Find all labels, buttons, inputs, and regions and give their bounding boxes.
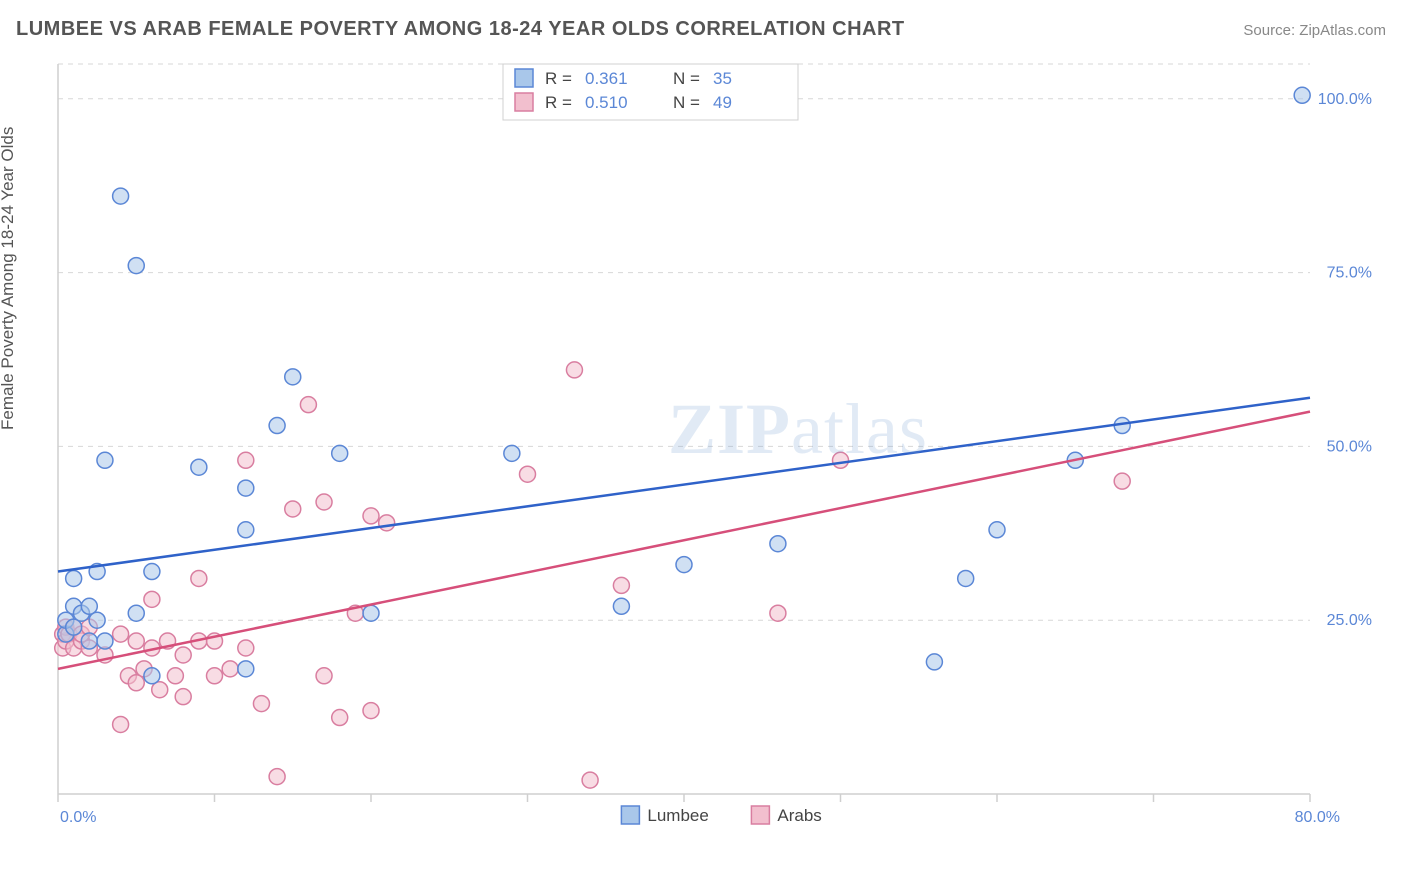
data-point — [269, 418, 285, 434]
data-point — [207, 668, 223, 684]
data-point — [566, 362, 582, 378]
legend-series-label: Arabs — [777, 806, 821, 825]
data-point — [958, 570, 974, 586]
legend-r-label: R = — [545, 69, 572, 88]
y-tick-label: 25.0% — [1327, 612, 1372, 629]
y-tick-label: 50.0% — [1327, 438, 1372, 455]
data-point — [238, 661, 254, 677]
data-point — [332, 445, 348, 461]
data-point — [363, 508, 379, 524]
data-point — [97, 633, 113, 649]
legend-series-label: Lumbee — [647, 806, 708, 825]
legend-n-label: N = — [673, 93, 700, 112]
legend-swatch — [751, 806, 769, 824]
source-name[interactable]: ZipAtlas.com — [1299, 22, 1386, 39]
y-tick-label: 75.0% — [1327, 265, 1372, 282]
data-point — [316, 668, 332, 684]
data-point — [144, 591, 160, 607]
plot-area: 25.0% 50.0% 75.0% 100.0% 0.0% 80.0% R = 0.361 N … — [48, 58, 1390, 848]
data-point — [238, 480, 254, 496]
data-point — [316, 494, 332, 510]
data-point — [770, 536, 786, 552]
chart-title: LUMBEE VS ARAB FEMALE POVERTY AMONG 18-2… — [16, 18, 905, 41]
data-point — [363, 703, 379, 719]
legend-r-value: 0.361 — [585, 69, 628, 88]
data-point — [89, 612, 105, 628]
y-axis-label: Female Poverty Among 18-24 Year Olds — [0, 127, 18, 430]
data-point — [144, 564, 160, 580]
chart-container: LUMBEE VS ARAB FEMALE POVERTY AMONG 18-2… — [0, 0, 1406, 892]
legend-r-value: 0.510 — [585, 93, 628, 112]
data-point — [238, 452, 254, 468]
data-point — [97, 452, 113, 468]
data-point — [253, 696, 269, 712]
legend-swatch — [621, 806, 639, 824]
data-point — [285, 501, 301, 517]
data-point — [1114, 473, 1130, 489]
data-point — [128, 258, 144, 274]
data-point — [332, 710, 348, 726]
data-point — [81, 633, 97, 649]
data-point — [770, 605, 786, 621]
data-point — [520, 466, 536, 482]
data-point — [363, 605, 379, 621]
data-point — [613, 598, 629, 614]
x-tick-label: 80.0% — [1295, 809, 1340, 826]
data-point — [676, 557, 692, 573]
data-point — [222, 661, 238, 677]
data-point — [191, 570, 207, 586]
data-point — [191, 459, 207, 475]
data-point — [175, 689, 191, 705]
data-point — [269, 769, 285, 785]
data-point — [1294, 87, 1310, 103]
legend-r-label: R = — [545, 93, 572, 112]
source-label: Source: — [1243, 22, 1295, 39]
data-point — [379, 515, 395, 531]
data-point — [128, 605, 144, 621]
data-point — [238, 640, 254, 656]
data-point — [926, 654, 942, 670]
data-point — [504, 445, 520, 461]
legend-n-value: 49 — [713, 93, 732, 112]
data-point — [113, 188, 129, 204]
data-point — [833, 452, 849, 468]
y-tick-label: 100.0% — [1318, 91, 1372, 108]
data-point — [113, 716, 129, 732]
data-point — [238, 522, 254, 538]
data-point — [285, 369, 301, 385]
x-tick-label: 0.0% — [60, 809, 96, 826]
data-point — [167, 668, 183, 684]
legend-swatch — [515, 93, 533, 111]
legend-n-label: N = — [673, 69, 700, 88]
legend-swatch — [515, 69, 533, 87]
legend-n-value: 35 — [713, 69, 732, 88]
data-point — [144, 668, 160, 684]
source-attribution: Source: ZipAtlas.com — [1243, 22, 1386, 39]
data-point — [175, 647, 191, 663]
data-point — [113, 626, 129, 642]
data-point — [613, 577, 629, 593]
chart-svg: 25.0% 50.0% 75.0% 100.0% 0.0% 80.0% R = 0.361 N … — [48, 58, 1390, 848]
data-point — [989, 522, 1005, 538]
data-point — [66, 570, 82, 586]
data-point — [582, 772, 598, 788]
regression-line — [58, 412, 1310, 669]
data-point — [300, 397, 316, 413]
data-point — [128, 633, 144, 649]
